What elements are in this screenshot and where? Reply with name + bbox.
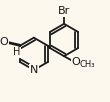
Text: N: N [30,65,38,75]
Text: O: O [0,37,9,47]
Text: O: O [72,57,80,67]
Text: H: H [13,47,21,57]
Text: CH₃: CH₃ [80,60,95,69]
Text: Br: Br [58,6,70,16]
